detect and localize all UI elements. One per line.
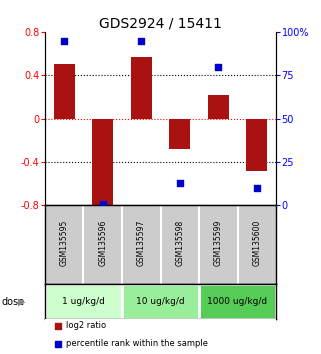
Text: GSM135598: GSM135598 <box>175 220 184 266</box>
Point <box>254 185 259 191</box>
Point <box>62 38 67 44</box>
Text: 10 ug/kg/d: 10 ug/kg/d <box>136 297 185 306</box>
Point <box>100 201 105 206</box>
Point <box>177 180 182 185</box>
Point <box>55 341 60 346</box>
Bar <box>122 284 199 319</box>
Point <box>139 38 144 44</box>
Text: dose: dose <box>2 297 25 307</box>
Bar <box>208 95 229 119</box>
Bar <box>246 119 267 171</box>
Bar <box>199 284 276 319</box>
Text: GSM135599: GSM135599 <box>214 220 223 267</box>
Point <box>55 323 60 329</box>
Text: GSM135595: GSM135595 <box>60 220 69 267</box>
Text: GSM135597: GSM135597 <box>137 220 146 267</box>
Bar <box>131 57 152 119</box>
Text: 1 ug/kg/d: 1 ug/kg/d <box>62 297 105 306</box>
Bar <box>92 119 113 207</box>
Text: GSM135600: GSM135600 <box>252 220 261 267</box>
Text: percentile rank within the sample: percentile rank within the sample <box>66 339 208 348</box>
Text: 1000 ug/kg/d: 1000 ug/kg/d <box>207 297 268 306</box>
Text: GSM135596: GSM135596 <box>98 220 107 267</box>
Text: ▶: ▶ <box>18 297 25 307</box>
Bar <box>45 284 122 319</box>
Text: log2 ratio: log2 ratio <box>66 321 106 330</box>
Bar <box>169 119 190 149</box>
Title: GDS2924 / 15411: GDS2924 / 15411 <box>99 17 222 31</box>
Point <box>216 64 221 69</box>
Bar <box>54 64 75 119</box>
